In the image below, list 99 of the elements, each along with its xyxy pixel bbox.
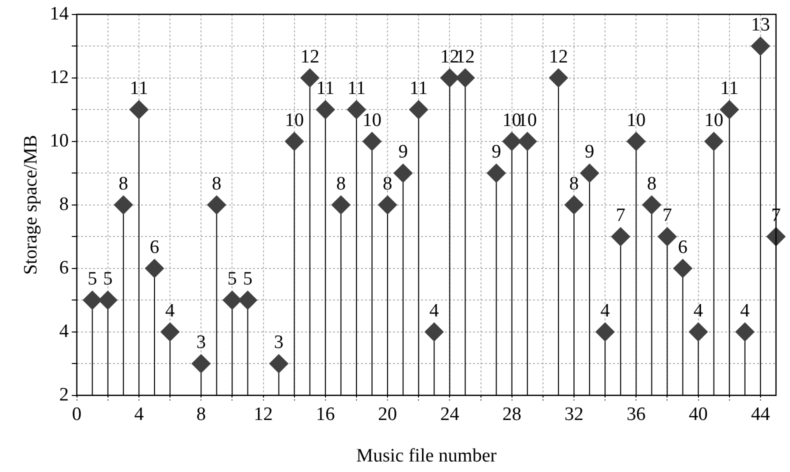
- point: [284, 132, 304, 151]
- data-label: 10: [502, 110, 522, 131]
- point: [518, 132, 537, 151]
- data-label: 6: [150, 236, 160, 258]
- point: [238, 290, 258, 310]
- data-label: 8: [118, 173, 128, 194]
- point: [160, 322, 180, 342]
- data-label: 9: [492, 142, 502, 163]
- y-tick-label: 14: [50, 3, 70, 24]
- x-tick-label: 44: [750, 404, 770, 425]
- point: [409, 100, 428, 120]
- point: [658, 227, 677, 246]
- point: [735, 322, 754, 342]
- data-label: 5: [242, 268, 252, 290]
- point: [486, 164, 506, 183]
- point: [424, 322, 444, 342]
- point: [642, 195, 662, 214]
- point: [564, 195, 584, 214]
- point: [456, 68, 475, 88]
- x-tick-label: 36: [626, 404, 646, 425]
- point: [269, 354, 288, 374]
- point: [129, 100, 148, 120]
- data-label: 11: [409, 78, 428, 100]
- point: [114, 195, 133, 214]
- point: [673, 258, 692, 278]
- x-tick-label: 24: [440, 404, 460, 425]
- point: [502, 132, 522, 151]
- point: [440, 68, 460, 88]
- data-label: 11: [347, 78, 366, 100]
- data-label: 10: [704, 110, 724, 131]
- point: [766, 227, 786, 246]
- y-axis-title: Storage space/MB: [20, 134, 42, 275]
- data-label: 5: [227, 268, 237, 290]
- data-label: 10: [284, 110, 304, 131]
- y-tick-label: 12: [50, 66, 69, 88]
- data-label: 8: [646, 173, 656, 194]
- data-label: 9: [398, 142, 408, 163]
- data-label: 5: [88, 268, 98, 290]
- data-label: 12: [440, 46, 460, 68]
- point: [331, 195, 350, 214]
- data-label: 8: [336, 173, 346, 194]
- point: [750, 36, 770, 56]
- data-label: 11: [316, 78, 335, 100]
- point: [580, 164, 600, 183]
- x-tick-label: 4: [134, 404, 144, 425]
- point: [207, 195, 226, 214]
- data-label: 4: [740, 300, 750, 322]
- x-tick-label: 12: [254, 404, 273, 425]
- x-tick-label: 20: [378, 404, 398, 425]
- data-label: 4: [429, 300, 440, 322]
- point: [316, 100, 335, 120]
- data-label: 11: [130, 78, 148, 100]
- point: [346, 100, 366, 120]
- y-tick-label: 4: [59, 320, 70, 342]
- x-tick-label: 32: [564, 404, 584, 425]
- point: [144, 258, 164, 278]
- data-label: 12: [300, 46, 320, 68]
- x-axis-title: Music file number: [356, 446, 498, 467]
- point: [688, 322, 708, 342]
- data-label: 12: [548, 46, 568, 68]
- point: [300, 68, 320, 88]
- y-tick-label: 10: [50, 130, 69, 152]
- point: [394, 164, 413, 183]
- data-label: 10: [626, 110, 646, 131]
- x-tick-label: 0: [72, 404, 82, 425]
- point: [596, 322, 615, 342]
- data-label: 8: [569, 173, 579, 194]
- y-tick-label: 8: [59, 194, 69, 215]
- data-label: 8: [212, 173, 222, 194]
- data-label: 4: [600, 300, 610, 322]
- data-label: 7: [662, 205, 672, 226]
- point: [611, 227, 630, 246]
- x-tick-label: 40: [688, 404, 708, 425]
- data-label: 6: [678, 236, 688, 258]
- data-label: 3: [196, 332, 206, 354]
- data-label: 9: [584, 142, 594, 163]
- data-label: 4: [694, 300, 704, 322]
- data-label: 3: [274, 332, 284, 354]
- point: [82, 290, 102, 310]
- data-label: 8: [382, 173, 392, 194]
- point: [192, 354, 211, 374]
- x-tick-label: 28: [502, 404, 522, 425]
- data-label: 11: [720, 78, 739, 100]
- data-label: 5: [103, 268, 113, 290]
- y-tick-label: 6: [59, 257, 69, 278]
- point: [548, 68, 568, 88]
- x-tick-label: 8: [196, 404, 206, 425]
- point: [222, 290, 242, 310]
- data-label: 7: [616, 205, 626, 226]
- data-label: 13: [750, 14, 770, 36]
- point: [704, 132, 724, 151]
- point: [362, 132, 382, 151]
- y-tick-label: 2: [59, 384, 69, 406]
- data-label: 10: [362, 110, 382, 131]
- x-tick-label: 16: [316, 404, 335, 425]
- data-label: 4: [165, 300, 176, 322]
- point: [626, 132, 646, 151]
- point: [98, 290, 118, 310]
- point: [378, 195, 398, 214]
